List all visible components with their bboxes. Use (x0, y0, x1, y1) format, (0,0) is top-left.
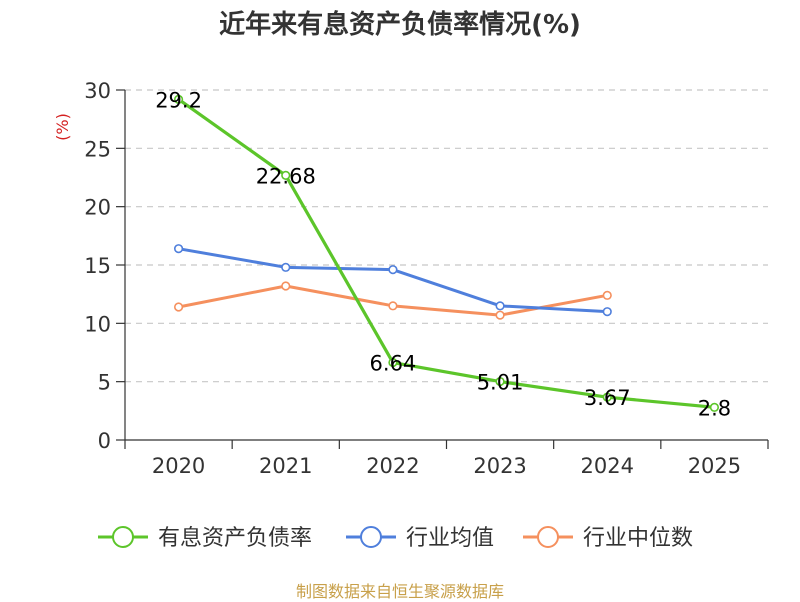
legend-label-0: 有息资产负债率 (158, 526, 312, 551)
y-tick-label-5: 5 (98, 371, 111, 395)
legend: 有息资产负债率 行业均值 行业中位数 (98, 526, 693, 551)
y-tick-label-25: 25 (84, 137, 111, 161)
legend-item-2: 行业中位数 (523, 526, 693, 551)
data-point-0-2021 (281, 170, 291, 180)
chart-title: 近年来有息资产负债率情况(%) (219, 10, 581, 40)
data-point-1-2022 (388, 265, 398, 275)
y-axis-label: (%) (53, 113, 72, 141)
data-label-2022: 6.64 (370, 352, 417, 376)
data-label-2025: 2.8 (698, 396, 731, 420)
legend-marker-1 (360, 526, 382, 548)
legend-label-2: 行业中位数 (583, 526, 693, 551)
series-line-0 (177, 98, 715, 409)
grid-lines (125, 89, 768, 383)
data-point-1-2020 (173, 244, 184, 254)
data-point-2-2023 (495, 310, 505, 320)
data-point-0-2025 (709, 402, 720, 412)
data-source-note: 制图数据来自恒生聚源数据库 (295, 582, 504, 601)
data-point-1-2021 (281, 262, 291, 272)
data-point-0-2023 (495, 376, 505, 387)
data-point-1-2023 (495, 301, 505, 311)
data-labels: 29.2 22.68 6.64 5.01 3.67 2.8 (155, 88, 731, 420)
y-tick-label-10: 10 (84, 312, 111, 336)
data-label-2020: 29.2 (155, 88, 202, 112)
data-point-2-2024 (602, 290, 612, 300)
x-tick-label-2020: 2020 (152, 454, 205, 478)
data-label-2023: 5.01 (477, 371, 524, 395)
series-2 (173, 281, 612, 320)
series-1 (173, 244, 612, 317)
data-point-2-2021 (281, 281, 291, 291)
x-tick-label-2024: 2024 (581, 454, 634, 478)
data-point-2-2020 (173, 302, 184, 312)
x-tick-label-2021: 2021 (259, 454, 312, 478)
data-point-1-2024 (602, 307, 612, 317)
legend-label-1: 行业均值 (406, 526, 494, 551)
legend-marker-0 (112, 526, 134, 548)
x-tick-label-2022: 2022 (366, 454, 419, 478)
x-tick-label-2023: 2023 (473, 454, 526, 478)
data-label-2024: 3.67 (584, 386, 631, 410)
y-tick-label-15: 15 (84, 254, 111, 278)
data-point-2-2022 (388, 301, 398, 311)
y-tick-label-30: 30 (84, 79, 111, 103)
legend-marker-2 (537, 526, 559, 548)
series-0 (173, 94, 720, 412)
legend-item-0: 有息资产负债率 (98, 526, 312, 551)
series-line-2 (178, 284, 608, 317)
data-point-0-2020 (173, 94, 184, 104)
x-tick-label-2025: 2025 (688, 454, 741, 478)
legend-item-1: 行业均值 (346, 526, 494, 551)
data-label-2021: 22.68 (256, 164, 316, 188)
y-tick-label-0: 0 (98, 429, 111, 453)
data-point-0-2022 (388, 357, 398, 368)
series-layer (173, 94, 720, 412)
data-point-0-2024 (602, 392, 612, 402)
y-tick-label-20: 20 (84, 196, 111, 220)
